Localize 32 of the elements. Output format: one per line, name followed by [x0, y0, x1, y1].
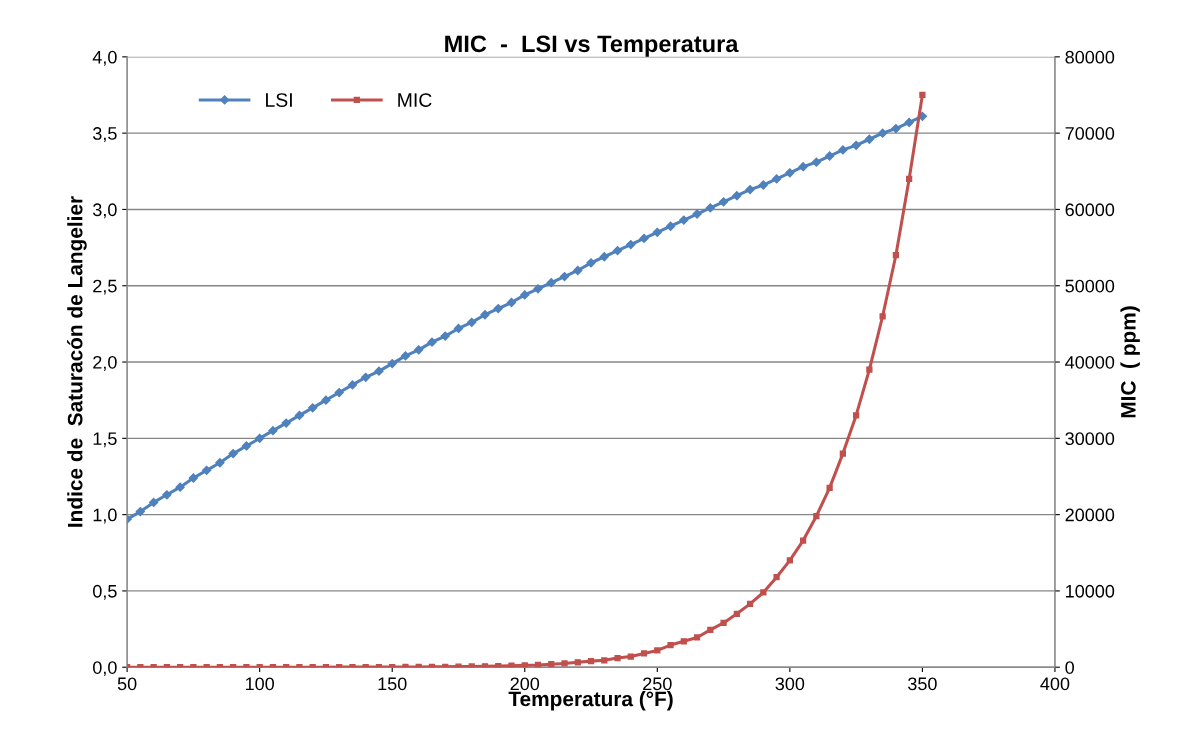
- y2-tick-label: 40000: [1065, 355, 1115, 369]
- x-tick-label: 100: [245, 677, 275, 691]
- x-tick-label: 350: [908, 677, 937, 691]
- y2-tick-label: 70000: [1065, 127, 1115, 140]
- y2-tick-label: 60000: [1065, 203, 1115, 217]
- y-tick-label: 3,5: [92, 127, 117, 142]
- y2-tick-label: 80000: [1065, 50, 1115, 64]
- y-tick-label: 2,0: [93, 355, 117, 371]
- y-tick-label: 0,0: [93, 661, 117, 677]
- legend-label: LSI: [266, 93, 292, 107]
- y-tick-label: 1,5: [93, 432, 117, 448]
- x-tick-label: 150: [378, 677, 407, 691]
- x-axis-title: Temperatura (°F): [508, 690, 673, 711]
- y-axis-title: Indice de Saturacón de Langelier: [67, 196, 87, 527]
- x-tick-label: 300: [775, 677, 805, 691]
- x-tick-label: 400: [1040, 677, 1070, 691]
- y2-tick-label: 20000: [1065, 508, 1115, 522]
- x-tick-label: 250: [643, 677, 672, 691]
- y-tick-label: 0,5: [93, 584, 117, 600]
- y2-axis-title: MIC ( ppm): [1120, 306, 1140, 418]
- y-tick-label: 4,0: [92, 50, 117, 66]
- y-tick-label: 1,0: [93, 508, 117, 524]
- y2-tick-label: 50000: [1065, 279, 1115, 293]
- x-tick-label: 200: [510, 677, 540, 691]
- legend-label: MIC: [398, 93, 432, 107]
- y2-tick-label: 0: [1065, 661, 1074, 674]
- chart-title: MIC - LSI vs Temperatura: [445, 35, 739, 57]
- y-tick-label: 2,5: [93, 279, 117, 295]
- y2-tick-label: 10000: [1066, 584, 1115, 598]
- y2-tick-label: 30000: [1065, 432, 1115, 446]
- y-tick-label: 3,0: [92, 203, 117, 219]
- x-tick-label: 50: [117, 677, 137, 691]
